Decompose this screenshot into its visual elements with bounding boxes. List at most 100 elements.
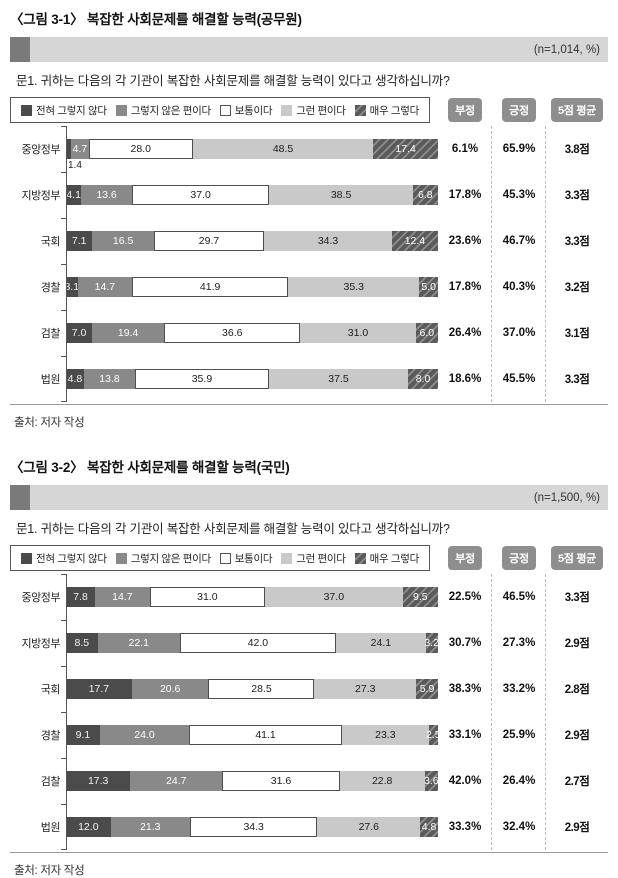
- row-label: 중앙정부: [21, 144, 61, 156]
- legend-swatch-neutral: [219, 104, 231, 116]
- bar-segment-value: 22.1: [128, 636, 149, 649]
- bar-segment-value: 2.5: [426, 728, 441, 741]
- bar-segment-value: 38.5: [330, 188, 352, 201]
- bar-segment: 27.3: [314, 679, 417, 699]
- stat-mean: 3.3점: [564, 592, 590, 604]
- stat-negative: 26.4%: [448, 327, 482, 339]
- stat-positive: 46.7%: [502, 235, 536, 247]
- bar-track: 3.1 14.7 41.9 35.3 5.0: [64, 277, 438, 297]
- bar-segment: 22.1: [97, 633, 180, 653]
- bar-segment: 4.1: [66, 185, 82, 205]
- stat-negative: 17.8%: [448, 189, 482, 201]
- bar-track: 4.7 28.0 48.5 17.4 1.4: [66, 139, 438, 171]
- sample-size-label: (n=1,014, %): [533, 43, 600, 56]
- stat-positive: 65.9%: [502, 143, 536, 155]
- bar-segment-value: 16.5: [112, 234, 134, 247]
- stat-mean: 3.2점: [564, 282, 590, 294]
- row-label: 국회: [40, 236, 61, 248]
- sample-size-banner: (n=1,014, %): [10, 37, 608, 62]
- bar-track: 7.1 16.5 29.7 34.3 12.4: [66, 231, 438, 251]
- chart-area: 중앙정부 4.7 28.0 48.5 17.4 1.4 6.1% 65.9% 3.8점 지방정부 4…: [10, 126, 608, 402]
- bar-segment-value: 19.4: [117, 326, 139, 339]
- bar-track: 9.1 24.0 41.1 23.3 2.5: [66, 725, 441, 745]
- bar-track: 4.8 13.8 35.9 37.5 8.0: [66, 369, 438, 389]
- axis-tick: [61, 758, 66, 759]
- bar-segment: 19.4: [92, 323, 165, 343]
- stat-mean: 2.9점: [564, 822, 590, 834]
- bar-segment: 17.7: [66, 679, 132, 699]
- stat-negative: 22.5%: [448, 591, 482, 603]
- stat-mean: 3.1점: [564, 328, 590, 340]
- bar-segment: 29.7: [153, 231, 265, 251]
- stat-positive: 25.9%: [502, 729, 536, 741]
- bar-segment-value: 21.3: [140, 820, 161, 833]
- bar-segment-value: 28.5: [251, 682, 272, 695]
- bar-segment: 21.3: [110, 817, 190, 837]
- row-label: 지방정부: [21, 638, 61, 650]
- bar-segment-value: 20.6: [159, 682, 181, 695]
- bar-segment: 2.5: [426, 725, 441, 745]
- bar-segment: 8.5: [66, 633, 98, 653]
- bar-segment-value: 34.3: [317, 234, 339, 247]
- chart-row: 중앙정부 7.8 14.7 31.0 37.0 9.5 22.5% 46.5% 3.3점: [10, 574, 608, 620]
- bar-segment-value: 7.0: [71, 326, 87, 339]
- bar-segment: 12.4: [391, 231, 438, 251]
- stat-negative: 30.7%: [448, 637, 482, 649]
- stat-positive: 37.0%: [502, 327, 536, 339]
- callout-label: 1.4: [66, 159, 82, 171]
- chart-row: 국회 7.1 16.5 29.7 34.3 12.4 23.6% 46.7% 3.3점: [10, 218, 608, 264]
- bar-segment-value: 41.1: [255, 728, 276, 741]
- axis-tick: [61, 666, 66, 667]
- bar-segment: 4.8: [420, 817, 438, 837]
- bar-segment-value: 5.9: [419, 682, 435, 695]
- bar-segment: 9.1: [66, 725, 100, 745]
- legend-swatch-strongly-agree: [354, 104, 366, 116]
- bar-segment: 42.0: [179, 633, 337, 653]
- bar-segment: 35.3: [288, 277, 420, 297]
- bar-track: 4.1 13.6 37.0 38.5 6.8: [66, 185, 438, 205]
- stacked-bar: 8.5 22.1 42.0 24.1 3.2: [66, 633, 439, 653]
- row-label: 검찰: [40, 776, 61, 788]
- stacked-bar: 9.1 24.0 41.1 23.3 2.5: [66, 725, 441, 745]
- bar-track: 7.0 19.4 36.6 31.0 6.0: [66, 323, 438, 343]
- bar-segment-value: 9.5: [412, 590, 428, 603]
- bar-segment: 35.9: [135, 369, 269, 389]
- legend-item: 전혀 그렇지 않다: [21, 551, 107, 566]
- bar-segment: 16.5: [92, 231, 154, 251]
- figure-title: 〈그림 3-1〉 복잡한 사회문제를 해결할 능력(공무원): [10, 12, 302, 27]
- bar-segment: 31.6: [222, 771, 340, 791]
- bar-segment: 14.7: [77, 277, 133, 297]
- bar-segment: 7.0: [66, 323, 93, 343]
- bar-segment: 27.6: [317, 817, 421, 837]
- bar-track: 17.3 24.7 31.6 22.8 3.6: [66, 771, 439, 791]
- source-text: 출처: 저자 작성: [14, 865, 85, 877]
- chart-row: 경찰 9.1 24.0 41.1 23.3 2.5 33.1% 25.9% 2.9점: [10, 712, 608, 758]
- legend-swatch-strongly-disagree: [21, 104, 32, 116]
- bar-segment-value: 31.0: [347, 326, 369, 339]
- stat-header-mean-col: 5점 평균: [546, 545, 608, 571]
- sample-size-label: (n=1,500, %): [533, 491, 600, 504]
- legend-label: 그런 편이다: [296, 552, 346, 565]
- legend-label: 전혀 그렇지 않다: [36, 104, 107, 117]
- bar-segment: 8.0: [408, 369, 438, 389]
- bar-segment-value: 29.7: [198, 234, 220, 247]
- bar-segment-value: 35.3: [343, 280, 364, 293]
- stat-negative: 23.6%: [448, 235, 482, 247]
- stat-header-mean-col: 5점 평균: [546, 97, 608, 123]
- chart-row: 지방정부 4.1 13.6 37.0 38.5 6.8 17.8% 45.3% 3.3점: [10, 172, 608, 218]
- bar-segment: 12.0: [66, 817, 111, 837]
- row-label: 경찰: [40, 730, 61, 742]
- row-label: 법원: [40, 822, 61, 834]
- chart-row: 법원 4.8 13.8 35.9 37.5 8.0 18.6% 45.5% 3.3점: [10, 356, 608, 402]
- stacked-bar: 17.7 20.6 28.5 27.3 5.9: [66, 679, 438, 699]
- bar-segment-value: 34.3: [243, 820, 264, 833]
- bar-segment-value: 31.0: [197, 590, 218, 603]
- bar-segment: 24.0: [99, 725, 190, 745]
- stat-header-badge-positive: 긍정: [502, 546, 536, 570]
- bar-segment-value: 14.7: [112, 590, 133, 603]
- bar-segment: 36.6: [164, 323, 301, 343]
- bar-segment: 17.3: [66, 771, 131, 791]
- bar-segment: 34.3: [264, 231, 392, 251]
- stacked-bar: 7.0 19.4 36.6 31.0 6.0: [66, 323, 438, 343]
- bar-segment: 28.0: [88, 139, 193, 159]
